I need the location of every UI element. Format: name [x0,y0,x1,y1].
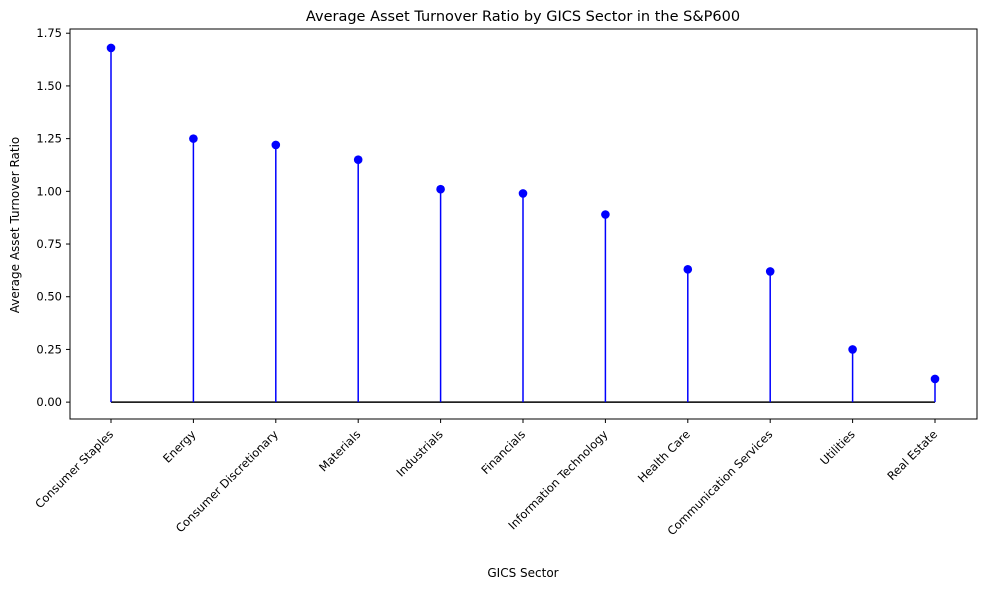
stem-marker [436,184,445,194]
stem-marker [601,210,610,219]
x-tick-label: Utilities [817,427,858,468]
plot-area: 0.00 0.25 0.50 0.75 1.00 1.25 1.50 1.75 Consumer… [32,26,978,538]
y-tick-label: 0.75 [36,237,62,251]
x-tick-label: Health Care [635,427,693,485]
y-axis-label: Average Asset Turnover Ratio [8,137,22,314]
stem-marker [106,43,116,53]
y-tick-label: 1.00 [36,184,62,198]
stem-marker [353,155,363,165]
stem-marker [189,134,198,143]
stem-marker [930,374,940,384]
x-tick-label: Consumer Staples [32,427,116,511]
x-tick-label: Energy [160,427,199,466]
y-tick-label: 1.25 [36,132,62,146]
chart-title: Average Asset Turnover Ratio by GICS Sec… [306,9,740,25]
x-tick-label: Materials [316,427,363,474]
stem-marker [683,265,693,274]
y-tick-label: 1.50 [36,79,62,93]
stem-marker [765,267,775,276]
stem-marker [271,140,281,150]
x-tick-label: Industrials [393,427,445,479]
y-tick-label: 0.50 [36,290,62,304]
stem-marker [848,345,857,354]
x-axis-label: GICS Sector [487,566,558,580]
y-tick-label: 0.00 [36,395,62,409]
x-tick-label: Real Estate [884,427,940,483]
x-tick-label: Financials [478,427,528,477]
y-tick-label: 0.25 [36,342,62,356]
stem-marker [518,189,528,198]
y-tick-label: 1.75 [36,26,62,40]
